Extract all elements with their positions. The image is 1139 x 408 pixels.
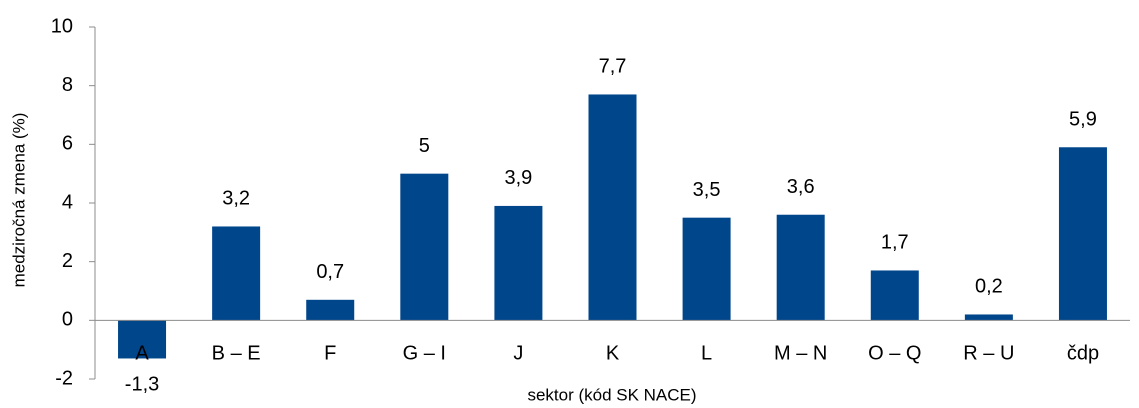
value-label: 0,7 bbox=[316, 261, 344, 283]
y-tick-label: -2 bbox=[55, 367, 73, 389]
x-tick-label: M – N bbox=[774, 343, 827, 365]
y-tick-label: 6 bbox=[62, 133, 73, 155]
bar bbox=[400, 173, 449, 321]
x-tick-label: B – E bbox=[212, 343, 261, 365]
y-tick-label: 4 bbox=[62, 191, 73, 213]
value-label: 3,2 bbox=[222, 188, 250, 210]
bar bbox=[306, 299, 355, 321]
value-label: -1,3 bbox=[125, 374, 159, 396]
x-tick-label: L bbox=[701, 343, 712, 365]
value-label: 3,5 bbox=[693, 179, 721, 201]
y-tick-label: 0 bbox=[62, 309, 73, 331]
x-tick-label: K bbox=[606, 343, 620, 365]
x-tick-label: čdp bbox=[1067, 343, 1099, 365]
value-label: 5 bbox=[419, 135, 430, 157]
value-label: 0,2 bbox=[975, 276, 1003, 298]
x-tick-label: G – I bbox=[403, 343, 446, 365]
value-label: 7,7 bbox=[599, 56, 627, 78]
x-tick-label: F bbox=[324, 343, 336, 365]
y-tick-label: 10 bbox=[51, 15, 73, 37]
bar bbox=[964, 314, 1013, 321]
bar bbox=[118, 320, 167, 359]
x-tick-label: A bbox=[135, 343, 149, 365]
x-tick-label: J bbox=[513, 343, 523, 365]
x-tick-label: R – U bbox=[963, 343, 1014, 365]
bar bbox=[682, 217, 731, 321]
bar bbox=[870, 270, 919, 321]
y-tick-label: 8 bbox=[62, 74, 73, 96]
bar bbox=[776, 214, 825, 321]
bar bbox=[1058, 147, 1107, 321]
x-axis-label: sektor (kód SK NACE) bbox=[527, 385, 696, 404]
value-label: 5,9 bbox=[1069, 109, 1097, 131]
y-tick-label: 2 bbox=[62, 250, 73, 272]
value-label: 3,9 bbox=[505, 167, 533, 189]
value-label: 1,7 bbox=[881, 232, 909, 254]
bar bbox=[494, 205, 543, 321]
x-tick-label: O – Q bbox=[868, 343, 921, 365]
bar bbox=[212, 226, 261, 321]
bar bbox=[588, 94, 637, 321]
y-axis-label: medziročná zmena (%) bbox=[9, 113, 28, 288]
value-label: 3,6 bbox=[787, 176, 815, 198]
